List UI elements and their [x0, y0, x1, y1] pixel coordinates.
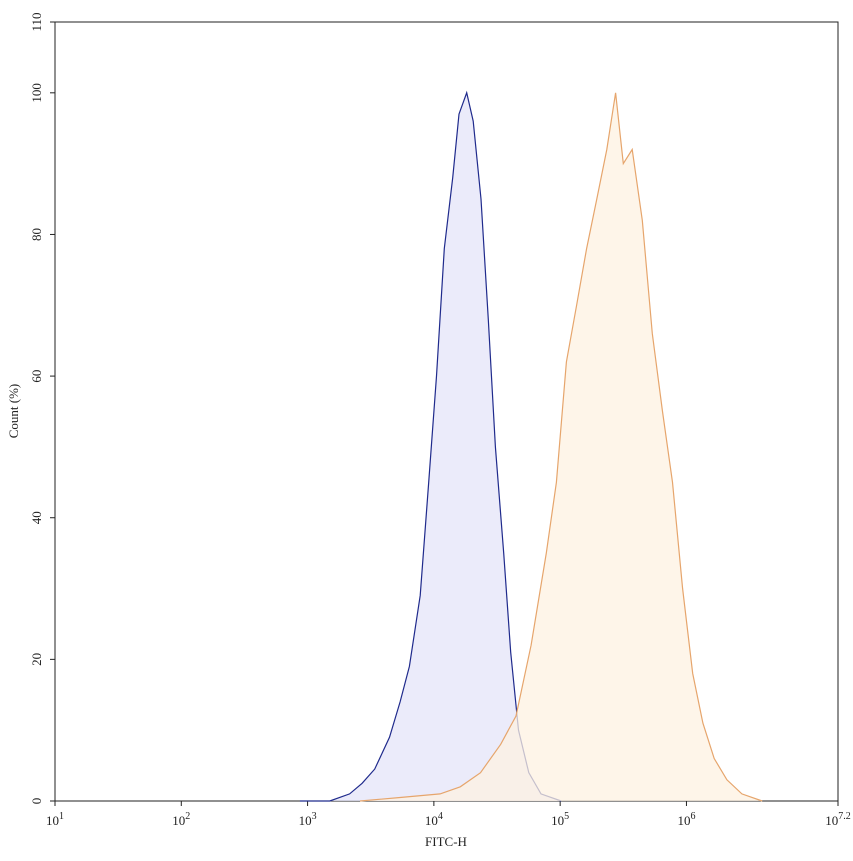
tick-exponent: 7.2	[838, 811, 851, 822]
y-tick-label: 0	[29, 798, 44, 805]
y-tick-label: 100	[29, 83, 44, 103]
x-tick-label: 101	[46, 811, 64, 828]
x-tick-label: 106	[677, 811, 695, 828]
histogram-fill	[299, 92, 562, 802]
x-tick-label: 107.2	[825, 811, 851, 828]
tick-exponent: 3	[312, 811, 317, 822]
y-axis-label: Count (%)	[6, 384, 21, 439]
y-tick-label: 110	[29, 12, 44, 31]
histogram-line	[299, 90, 562, 802]
y-tick-label: 40	[29, 511, 44, 524]
x-tick-label: 105	[551, 811, 569, 828]
x-axis-label: FITC-H	[425, 834, 467, 849]
tick-base: 10	[172, 813, 185, 828]
x-tick-label: 103	[299, 811, 317, 828]
tick-base: 10	[46, 813, 59, 828]
tick-base: 10	[677, 813, 690, 828]
x-tick-label: 102	[172, 811, 190, 828]
tick-exponent: 4	[438, 811, 443, 822]
tick-base: 10	[299, 813, 312, 828]
tick-exponent: 1	[59, 811, 64, 822]
tick-base: 10	[425, 813, 438, 828]
y-tick-label: 20	[29, 653, 44, 666]
y-tick-label: 60	[29, 370, 44, 383]
tick-base: 10	[825, 813, 838, 828]
x-tick-label: 104	[425, 811, 443, 828]
tick-exponent: 5	[564, 811, 569, 822]
tick-exponent: 6	[690, 811, 695, 822]
tick-exponent: 2	[185, 811, 190, 822]
histogram-line	[359, 92, 763, 802]
histogram-fill	[360, 92, 763, 802]
y-tick-label: 80	[29, 228, 44, 241]
tick-base: 10	[551, 813, 564, 828]
